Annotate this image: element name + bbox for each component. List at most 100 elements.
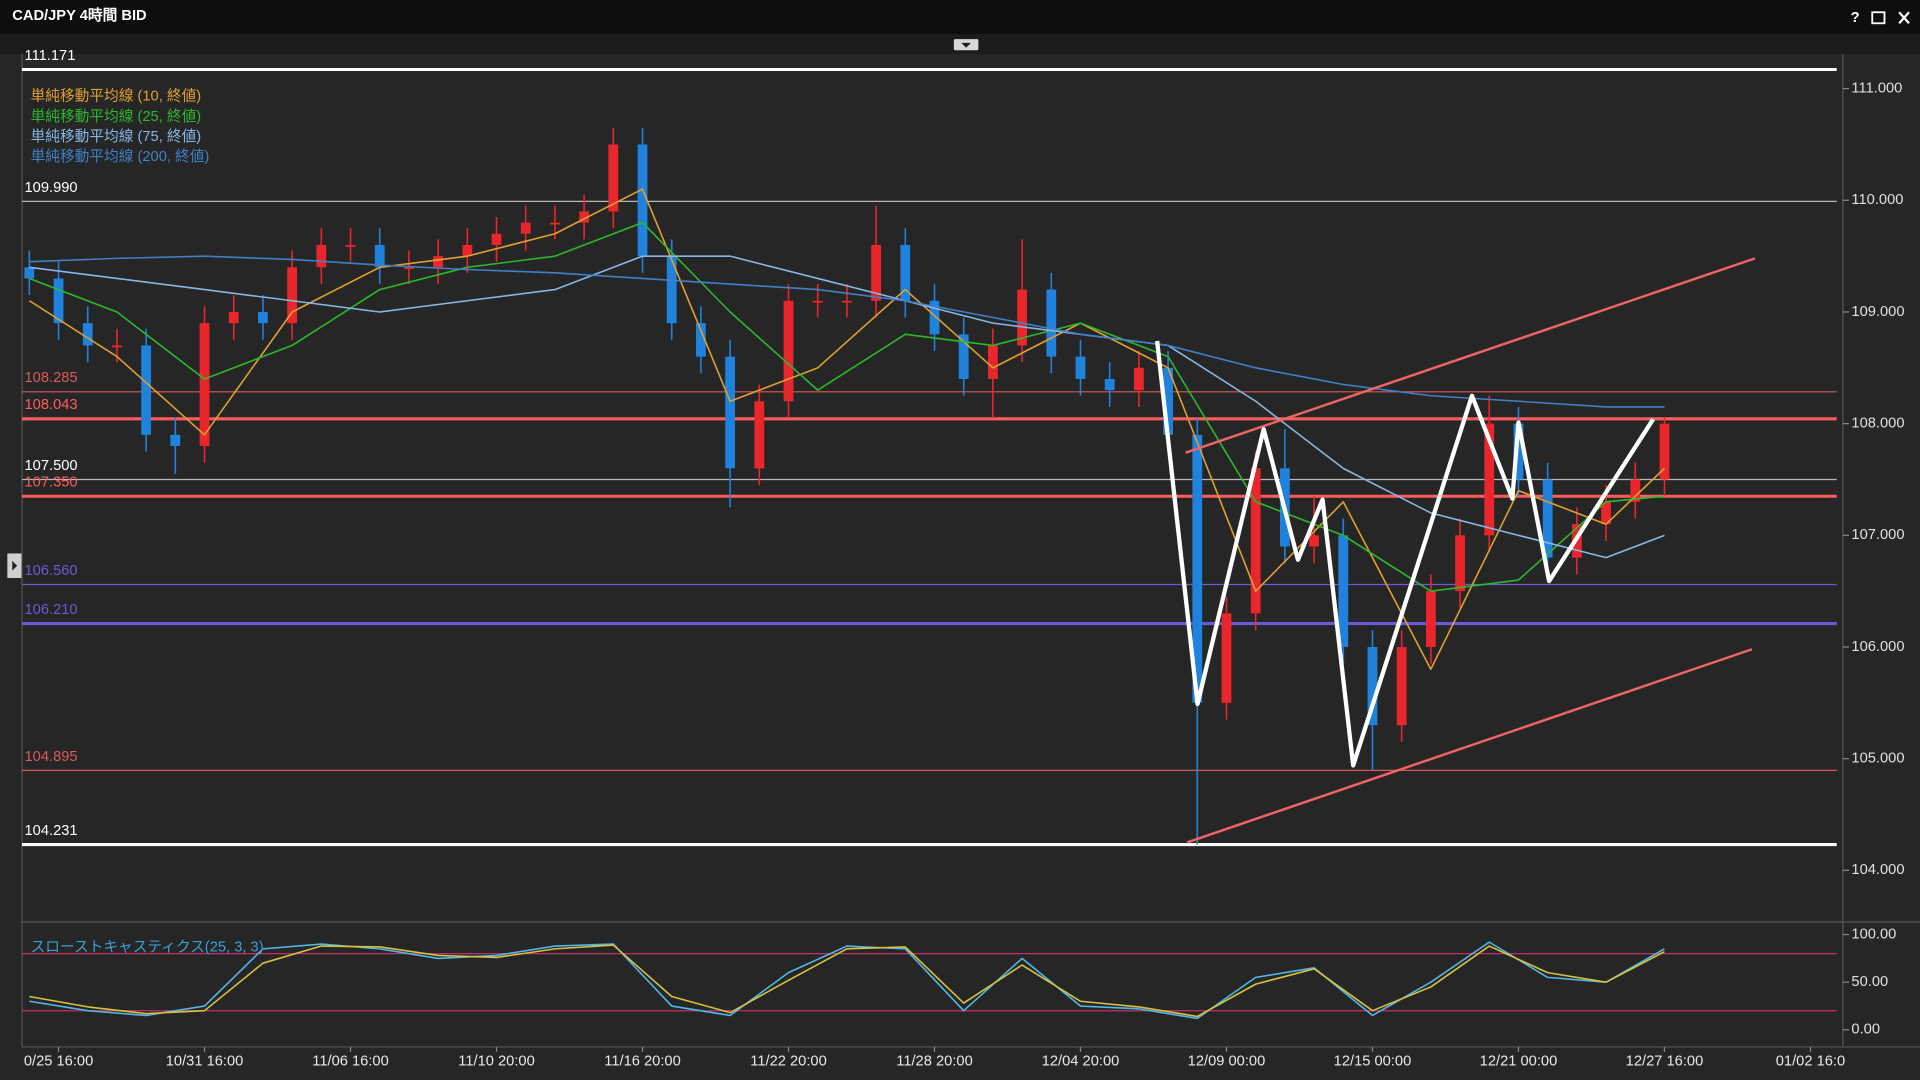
candle-body [958, 334, 969, 379]
candle-body [228, 311, 239, 324]
y-tick-label: 104.000 [1851, 862, 1904, 878]
candle-body [258, 311, 268, 324]
moving-average-line [29, 255, 1665, 559]
window-title: CAD/JPY 4時間 BID [12, 6, 146, 24]
candle-body [666, 256, 677, 324]
candle-body [812, 300, 823, 303]
candle-body [871, 244, 881, 301]
candle-body [1046, 289, 1057, 357]
price-level-label: 106.210 [24, 602, 77, 618]
candle-body [374, 244, 385, 268]
candle-body [637, 144, 648, 257]
x-tick-label: 11/06 16:00 [312, 1054, 389, 1070]
candle-body [1250, 468, 1261, 614]
candle-body [287, 267, 298, 324]
legend-entry: 単純移動平均線 (10, 終値) [31, 88, 202, 105]
candle-body [929, 300, 940, 335]
x-tick-label: 11/28 20:00 [896, 1054, 973, 1070]
x-tick-label: 12/09 00:00 [1188, 1054, 1266, 1070]
y-tick-label: 110.000 [1851, 192, 1903, 208]
candle-body [1075, 356, 1086, 379]
candle-body [1221, 613, 1232, 703]
candle-body [1192, 434, 1203, 703]
zigzag-line [1155, 340, 1655, 768]
price-level-label: 108.285 [24, 370, 77, 386]
candle-body [754, 401, 765, 469]
candle-body [24, 267, 35, 279]
price-level-label: 107.500 [24, 458, 77, 474]
candle-body [520, 222, 531, 234]
y-tick-label: 111.000 [1851, 80, 1902, 96]
y-tick-label: 109.000 [1851, 304, 1904, 320]
y-tick-label: 106.000 [1851, 639, 1904, 655]
help-button[interactable]: ? [1851, 10, 1860, 26]
maximize-button[interactable] [1871, 11, 1886, 25]
candle-body [491, 233, 502, 245]
candle-body [1542, 479, 1553, 558]
candle-body [1659, 423, 1670, 480]
price-level-label: 108.043 [24, 397, 77, 413]
candle-body [725, 356, 736, 469]
dropdown-arrow [961, 42, 972, 48]
price-level-label: 106.560 [24, 563, 77, 579]
candle-body [82, 323, 93, 346]
price-level-label: 111.171 [24, 48, 75, 64]
candle-body [170, 434, 181, 446]
y-tick-label: 50.00 [1851, 974, 1888, 990]
candle-body [53, 278, 64, 324]
candle-body [1484, 423, 1495, 536]
price-level-label: 107.350 [24, 475, 77, 491]
x-tick-label: 12/04 20:00 [1042, 1054, 1120, 1070]
x-tick-label: 11/16 20:00 [604, 1054, 680, 1070]
x-tick-label: 12/15 00:00 [1334, 1054, 1412, 1070]
candle-body [141, 345, 152, 435]
candle-body [1455, 535, 1465, 592]
candle-body [1513, 423, 1524, 480]
trend-channel-line [1185, 257, 1756, 454]
legend-entry: 単純移動平均線 (75, 終値) [31, 128, 202, 145]
price-level-label: 104.231 [24, 823, 77, 839]
price-level-label: 104.895 [24, 749, 77, 765]
x-tick-label: 11/22 20:00 [750, 1054, 827, 1070]
stochastic-line [29, 944, 1665, 1018]
legend-entry: 単純移動平均線 (25, 終値) [31, 108, 202, 125]
x-tick-label: 12/21 00:00 [1480, 1054, 1558, 1070]
candle-body [1133, 367, 1144, 391]
candle-body [550, 222, 560, 225]
candle-body [112, 345, 122, 348]
x-tick-label: 10/31 16:00 [166, 1054, 244, 1070]
candle-body [1367, 646, 1378, 726]
candle-body [608, 144, 619, 212]
x-tick-label: 12/27 16:00 [1626, 1054, 1704, 1070]
candle-body [1017, 289, 1027, 346]
side-tab-arrow [12, 560, 18, 571]
candle-body [1396, 646, 1407, 726]
legend-entry: 単純移動平均線 (200, 終値) [31, 148, 210, 165]
price-level-label: 109.990 [24, 180, 77, 196]
moving-average-line [29, 255, 1665, 408]
candle-body [579, 211, 590, 223]
y-tick-label: 0.00 [1851, 1022, 1880, 1038]
candle-body [404, 267, 414, 270]
candle-body [1104, 378, 1115, 391]
title-bar [0, 0, 1920, 35]
y-tick-label: 100.00 [1851, 926, 1896, 942]
candle-body [316, 244, 327, 268]
candle-body [1630, 479, 1641, 502]
x-tick-label: 01/02 16:0 [1776, 1054, 1845, 1070]
stochastic-line [29, 941, 1665, 1020]
candle-body [1601, 501, 1611, 525]
x-tick-label: 11/10 20:00 [458, 1054, 535, 1070]
candle-body [345, 244, 356, 247]
close-button[interactable] [1898, 11, 1910, 24]
candle-body [1309, 535, 1319, 547]
candle-body [900, 244, 911, 301]
y-tick-label: 107.000 [1851, 527, 1904, 543]
candle-body [199, 323, 210, 446]
stochastic-title: スローストキャスティクス(25, 3, 3) [31, 939, 264, 956]
candle-body [1163, 367, 1173, 435]
moving-average-line [28, 188, 1665, 671]
candle-body [842, 300, 852, 303]
